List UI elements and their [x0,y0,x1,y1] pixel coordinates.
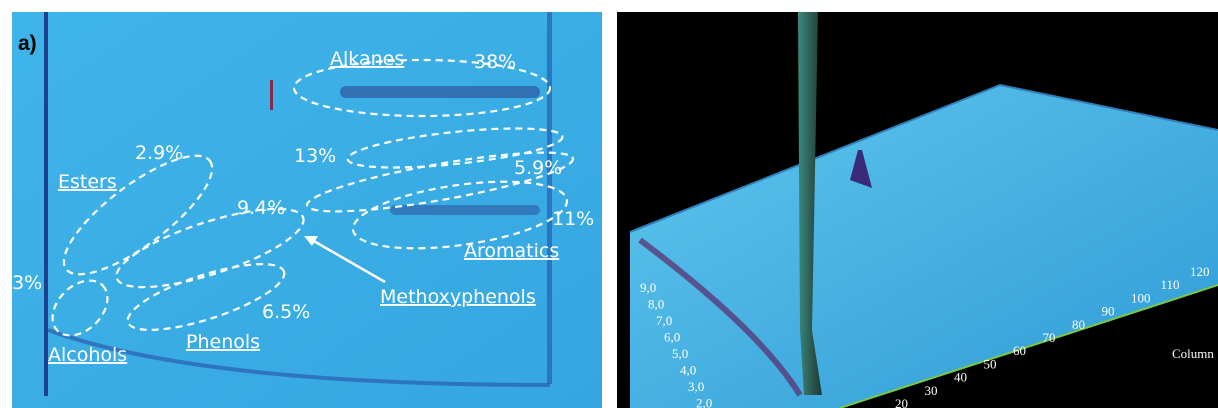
annotation: Phenols [186,331,260,353]
ellipse [292,58,552,118]
annotation: 38% [474,51,516,73]
tick-label: 4,0 [680,363,696,378]
ellipse [305,151,575,213]
annotation: 9.4% [237,197,285,219]
tick-label: 5,0 [672,346,688,361]
panel-b: b) Column [617,12,1218,408]
annotation: 5.9% [514,157,562,179]
panel-label: b) [634,37,654,60]
panel-a: a) Alkanes 38% 2.9% Esters 13% 5.9% 9.4%… [0,12,602,408]
peak [270,80,273,110]
tick-label: 2,0 [696,396,712,408]
ellipse [351,180,569,250]
arrow-head [304,236,318,246]
annotation: Methoxyphenols [380,286,536,308]
tick-label: 8,0 [648,297,664,312]
annotation: Alcohols [48,344,127,366]
annotation: Aromatics [464,240,559,262]
ellipse [126,263,286,331]
tick-label: 60 [1013,343,1026,358]
annotation: 13% [294,145,336,167]
tick-label: 100 [1131,290,1151,305]
annotation: 13% [0,272,42,294]
annotation: 6.5% [262,301,310,323]
tick-label: 7,0 [656,313,672,328]
ellipse [115,207,305,289]
chromatogram [12,12,602,408]
annotation: Esters [58,171,117,193]
tick-label: 6,0 [664,330,680,345]
tick-label: 20 [895,396,908,408]
peak [850,150,872,188]
tick-label: 120 [1190,264,1210,279]
arrow [311,238,386,284]
ellipse [62,154,214,276]
tick-label: 90 [1102,304,1115,319]
annotation: 2.9% [135,142,183,164]
aromatic-band [390,205,540,215]
axis [839,284,1218,408]
annotation: Alkanes [330,48,404,70]
tick-label: 30 [925,383,938,398]
solvent-line [44,12,48,396]
bleed [47,328,551,387]
trace [638,237,803,397]
solvent-peak [798,12,822,395]
ellipse [51,279,109,337]
ellipse [346,127,564,169]
tick-label: 40 [954,370,967,385]
tick-label: 3,0 [688,379,704,394]
edge [629,83,1218,233]
panel-label: a) [18,32,37,55]
tick-label: 70 [1043,330,1056,345]
tick-label: 110 [1161,277,1180,292]
alkane-band [340,86,540,98]
axis-label: Column [1172,346,1214,361]
end-line [547,12,552,384]
tick-label: 50 [984,356,997,371]
tick-label: 9,0 [640,280,656,295]
annotation: 11% [552,208,594,230]
tick-label: 80 [1072,317,1085,332]
surface [630,85,1218,408]
